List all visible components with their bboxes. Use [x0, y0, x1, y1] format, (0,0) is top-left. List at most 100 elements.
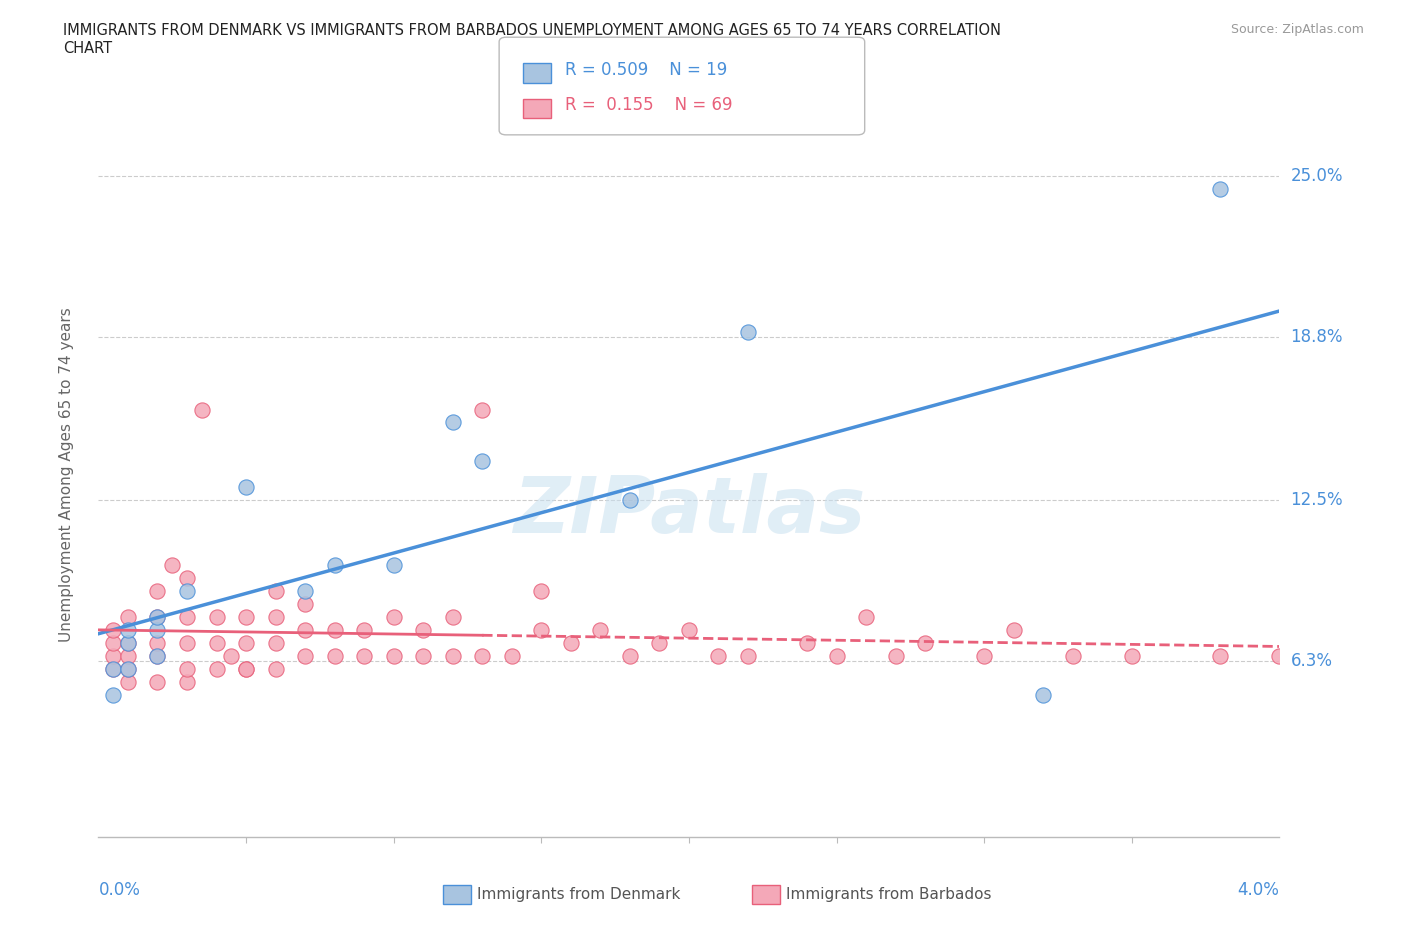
Point: [589, 622, 612, 637]
Point: [382, 648, 405, 663]
Text: Immigrants from Denmark: Immigrants from Denmark: [477, 887, 681, 902]
Point: [103, 687, 125, 702]
Text: 6.3%: 6.3%: [1291, 652, 1333, 670]
Point: [1209, 182, 1232, 197]
Point: [235, 635, 257, 650]
Point: [117, 635, 139, 650]
Point: [191, 402, 214, 417]
Point: [1121, 648, 1143, 663]
Point: [323, 558, 346, 573]
Point: [884, 648, 907, 663]
Point: [235, 661, 257, 676]
Point: [176, 570, 198, 585]
Point: [103, 648, 125, 663]
Point: [560, 635, 582, 650]
Point: [146, 648, 169, 663]
Point: [796, 635, 818, 650]
Point: [678, 622, 700, 637]
Point: [412, 622, 434, 637]
Point: [117, 622, 139, 637]
Point: [117, 648, 139, 663]
Point: [441, 415, 464, 430]
Point: [471, 454, 494, 469]
Point: [103, 635, 125, 650]
Point: [205, 661, 228, 676]
Text: 12.5%: 12.5%: [1291, 491, 1343, 510]
Point: [323, 648, 346, 663]
Point: [294, 583, 316, 598]
Point: [294, 648, 316, 663]
Point: [146, 583, 169, 598]
Text: 4.0%: 4.0%: [1237, 881, 1279, 898]
Point: [530, 583, 553, 598]
Point: [264, 583, 287, 598]
Point: [294, 596, 316, 611]
Point: [146, 609, 169, 624]
Point: [471, 402, 494, 417]
Text: R = 0.509    N = 19: R = 0.509 N = 19: [565, 60, 727, 79]
Point: [117, 609, 139, 624]
Text: R =  0.155    N = 69: R = 0.155 N = 69: [565, 96, 733, 114]
Point: [146, 635, 169, 650]
Point: [353, 622, 375, 637]
Text: 18.8%: 18.8%: [1291, 328, 1343, 346]
Text: ZIPatlas: ZIPatlas: [513, 472, 865, 549]
Point: [103, 622, 125, 637]
Point: [530, 622, 553, 637]
Point: [855, 609, 877, 624]
Point: [323, 622, 346, 637]
Point: [382, 558, 405, 573]
Text: Immigrants from Barbados: Immigrants from Barbados: [786, 887, 991, 902]
Point: [294, 622, 316, 637]
Point: [235, 609, 257, 624]
Point: [205, 635, 228, 650]
Point: [235, 661, 257, 676]
Point: [176, 583, 198, 598]
Point: [117, 635, 139, 650]
Point: [176, 609, 198, 624]
Point: [441, 609, 464, 624]
Point: [471, 648, 494, 663]
Point: [973, 648, 995, 663]
Point: [176, 661, 198, 676]
Point: [825, 648, 848, 663]
Point: [1002, 622, 1025, 637]
Point: [914, 635, 936, 650]
Point: [382, 609, 405, 624]
Point: [146, 648, 169, 663]
Point: [103, 661, 125, 676]
Point: [412, 648, 434, 663]
Point: [235, 480, 257, 495]
Text: Source: ZipAtlas.com: Source: ZipAtlas.com: [1230, 23, 1364, 36]
Point: [737, 325, 759, 339]
Point: [146, 609, 169, 624]
Point: [501, 648, 523, 663]
Point: [264, 635, 287, 650]
Text: 0.0%: 0.0%: [98, 881, 141, 898]
Point: [1268, 648, 1291, 663]
Point: [205, 609, 228, 624]
Point: [117, 674, 139, 689]
Point: [176, 674, 198, 689]
Point: [103, 661, 125, 676]
Point: [264, 661, 287, 676]
Point: [176, 635, 198, 650]
Text: IMMIGRANTS FROM DENMARK VS IMMIGRANTS FROM BARBADOS UNEMPLOYMENT AMONG AGES 65 T: IMMIGRANTS FROM DENMARK VS IMMIGRANTS FR…: [63, 23, 1001, 56]
Point: [441, 648, 464, 663]
Point: [619, 648, 641, 663]
Point: [1209, 648, 1232, 663]
Point: [1062, 648, 1084, 663]
Point: [707, 648, 730, 663]
Point: [162, 558, 183, 573]
Point: [1032, 687, 1054, 702]
Point: [737, 648, 759, 663]
Text: 25.0%: 25.0%: [1291, 167, 1343, 185]
Y-axis label: Unemployment Among Ages 65 to 74 years: Unemployment Among Ages 65 to 74 years: [59, 307, 75, 642]
Point: [619, 493, 641, 508]
Point: [117, 661, 139, 676]
Point: [221, 648, 243, 663]
Point: [353, 648, 375, 663]
Point: [117, 661, 139, 676]
Point: [146, 622, 169, 637]
Point: [264, 609, 287, 624]
